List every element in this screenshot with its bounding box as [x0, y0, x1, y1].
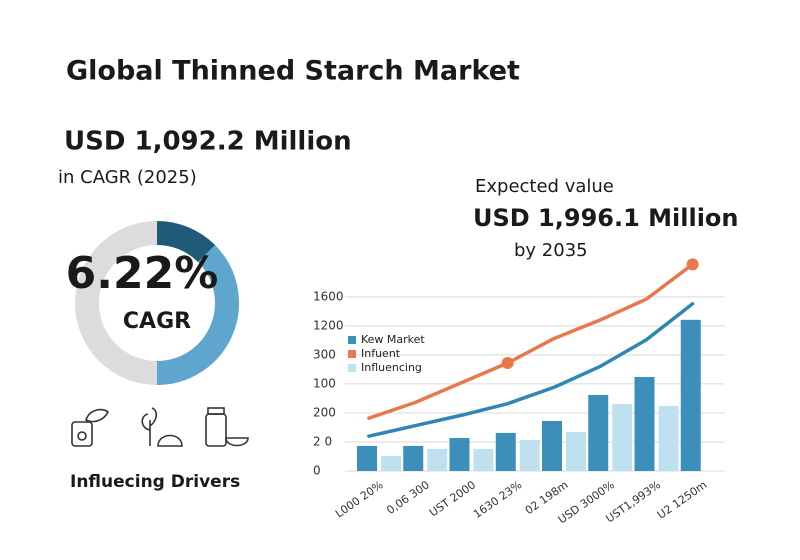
- icon-jar: [205, 407, 249, 447]
- donut-arc: [156, 245, 239, 385]
- expected-label: Expected value: [475, 176, 614, 197]
- drivers-label: Influecing Drivers: [70, 472, 240, 492]
- legend-label: Kew Market: [361, 333, 425, 346]
- line: [367, 262, 695, 420]
- line-marker: [686, 258, 699, 271]
- legend-swatch: [348, 350, 356, 358]
- y-tick-label: 300: [313, 347, 336, 361]
- bar: [495, 432, 516, 471]
- bar: [542, 420, 562, 471]
- bar: [449, 438, 470, 471]
- expected-value: USD 1,996.1 Million: [473, 204, 739, 232]
- icon-drop: [71, 408, 109, 447]
- bar: [634, 376, 655, 471]
- donut-arc-dark: [156, 221, 215, 263]
- y-tick-label: 200: [313, 405, 336, 419]
- legend-label: Influencing: [361, 361, 422, 374]
- bar: [473, 448, 494, 471]
- y-tick-label: 0: [313, 464, 321, 478]
- icon-plant: [141, 407, 183, 447]
- y-tick-label: 2 0: [313, 434, 332, 448]
- donut: [75, 221, 239, 385]
- bar: [403, 445, 424, 471]
- bar: [427, 448, 448, 471]
- cagr-value: 6.22%: [66, 248, 219, 299]
- legend-label: Infuent: [361, 347, 401, 360]
- title: Global Thinned Starch Market: [66, 56, 520, 87]
- legend-swatch: [348, 336, 356, 344]
- line: [367, 302, 695, 438]
- bar: [566, 431, 586, 471]
- bar: [381, 455, 401, 471]
- y-tick-label: 1200: [313, 318, 344, 332]
- bar: [588, 394, 609, 471]
- bar: [357, 445, 377, 471]
- driver-icons: [71, 407, 249, 447]
- bar: [680, 319, 701, 471]
- y-tick-label: 100: [313, 376, 336, 390]
- legend-swatch: [348, 364, 356, 372]
- current-caption: in CAGR (2025): [58, 167, 197, 188]
- line-marker: [501, 357, 514, 370]
- cagr-label: CAGR: [123, 309, 191, 334]
- bar: [519, 439, 540, 471]
- bar: [612, 403, 633, 471]
- expected-year: by 2035: [514, 240, 588, 261]
- bar: [658, 405, 679, 471]
- current-value: USD 1,092.2 Million: [64, 127, 352, 157]
- y-tick-label: 1600: [313, 289, 344, 303]
